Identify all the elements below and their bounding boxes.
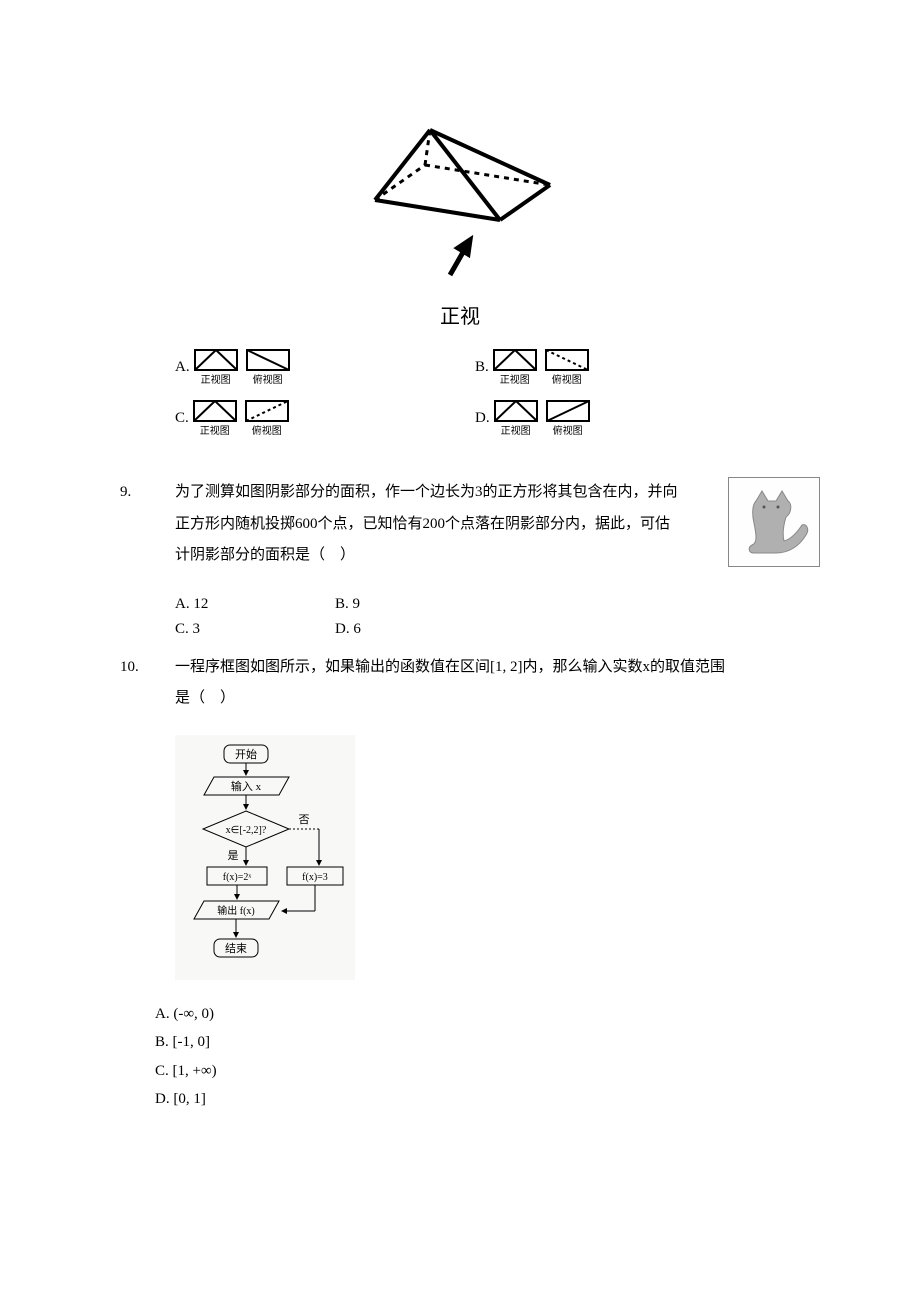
fc-fno: f(x)=3	[302, 872, 328, 883]
option-b-letter: B.	[475, 359, 489, 376]
option-d-front-view: 正视图	[494, 400, 538, 437]
q10-number: 10.	[120, 652, 175, 715]
option-a-front-view: 正视图	[194, 349, 238, 386]
option-c-top-view: 俯视图	[245, 400, 289, 437]
fc-no: 否	[299, 814, 310, 826]
option-b-front-view: 正视图	[493, 349, 537, 386]
option-c-letter: C.	[175, 410, 189, 427]
q10-text: 一程序框图如图所示，如果输出的函数值在区间[1, 2]内，那么输入实数x的取值范…	[175, 652, 820, 715]
fc-fyes: f(x)=2ˣ	[223, 872, 252, 883]
fc-input: 输入 x	[231, 779, 262, 793]
q9-cat-figure	[728, 477, 820, 567]
q9-opt-a: A. 12	[175, 596, 335, 613]
fc-yes: 是	[228, 849, 239, 862]
q9-options: A. 12 B. 9 C. 3 D. 6	[175, 596, 860, 638]
view-direction-label: 正视	[60, 300, 860, 329]
q9-text: 为了测算如图阴影部分的面积，作一个边长为3的正方形将其包含在内，并向 正方形内随…	[175, 477, 714, 572]
q10-opt-c: C. [1, +∞)	[155, 1057, 860, 1086]
fc-start: 开始	[235, 747, 257, 761]
option-d-top-view: 俯视图	[546, 400, 590, 437]
q10-options: A. (-∞, 0) B. [-1, 0] C. [1, +∞) D. [0, …	[155, 1000, 860, 1114]
fc-cond: x∈[-2,2]?	[226, 825, 267, 836]
option-d: D. 正视图 俯视图	[475, 400, 685, 437]
option-d-letter: D.	[475, 410, 490, 427]
fc-end: 结束	[225, 942, 247, 955]
q8-options: A. 正视图 俯视图 B. 正视图	[175, 349, 685, 437]
q10-flowchart: 开始 输入 x x∈[-2,2]? 否 是 f(x)=2ˣ	[175, 735, 355, 980]
option-a-letter: A.	[175, 359, 190, 376]
figure-3d-svg	[350, 110, 570, 305]
option-a: A. 正视图 俯视图	[175, 349, 385, 386]
q10-opt-b: B. [-1, 0]	[155, 1028, 860, 1057]
q9-number: 9.	[120, 477, 175, 572]
figure-3d: 正视	[60, 110, 860, 329]
q10-opt-d: D. [0, 1]	[155, 1085, 860, 1114]
option-b: B. 正视图 俯视图	[475, 349, 685, 386]
fc-output: 输出 f(x)	[217, 904, 255, 917]
q9-opt-b: B. 9	[335, 596, 495, 613]
option-c: C. 正视图 俯视图	[175, 400, 385, 437]
option-a-top-view: 俯视图	[246, 349, 290, 386]
question-9: 9. 为了测算如图阴影部分的面积，作一个边长为3的正方形将其包含在内，并向 正方…	[120, 477, 820, 572]
q9-opt-c: C. 3	[175, 621, 335, 638]
q10-opt-a: A. (-∞, 0)	[155, 1000, 860, 1029]
option-c-front-view: 正视图	[193, 400, 237, 437]
q9-opt-d: D. 6	[335, 621, 495, 638]
question-10: 10. 一程序框图如图所示，如果输出的函数值在区间[1, 2]内，那么输入实数x…	[120, 652, 820, 715]
option-b-top-view: 俯视图	[545, 349, 589, 386]
